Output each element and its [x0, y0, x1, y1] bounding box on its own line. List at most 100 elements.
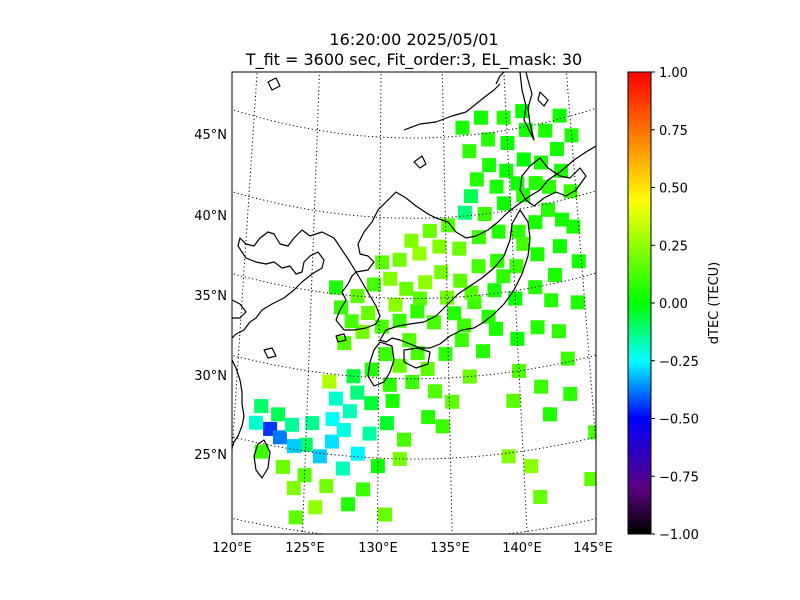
dtec-cell-83: [392, 252, 407, 267]
dtec-cell-18: [319, 479, 334, 494]
dtec-cell-122: [361, 306, 376, 320]
dtec-cell-10: [322, 374, 337, 389]
latitude-labels: 45°N 40°N 35°N 30°N 25°N: [194, 128, 227, 463]
dtec-cell-30: [501, 449, 516, 464]
dtec-cell-94: [477, 207, 492, 221]
dtec-cell-47: [438, 346, 453, 361]
dtec-cell-42: [364, 362, 379, 377]
dtec-cell-132: [335, 461, 350, 476]
dtec-cell-59: [410, 304, 425, 319]
dtec-cell-126: [402, 333, 417, 348]
dtec-cell-88: [491, 224, 506, 239]
lon-label-135: 135°E: [430, 541, 470, 556]
map-frame: [231, 71, 597, 535]
lon-label-145: 145°E: [573, 541, 613, 556]
dtec-cell-114: [515, 104, 530, 119]
dtec-cell-78: [490, 253, 505, 268]
jeju-coast: [335, 333, 347, 343]
dtec-cell-93: [463, 189, 478, 204]
dtec-cell-130: [305, 416, 320, 431]
dtec-cell-111: [455, 120, 470, 135]
dtec-cell-51: [510, 331, 525, 346]
colorbar-tick-label-3: 0.25: [659, 239, 688, 254]
mainland-coast: [232, 145, 596, 339]
colorbar-label: dTEC (TECU): [707, 262, 722, 345]
dtec-cell-90: [528, 215, 543, 230]
dtec-cell-16: [275, 459, 290, 474]
hokkaido-coast: [519, 157, 587, 207]
dtec-cell-32: [533, 490, 548, 504]
kyushu-coast: [367, 341, 395, 387]
dtec-cell-44: [392, 358, 407, 373]
island-feature-e: [537, 91, 549, 107]
dtec-cell-2: [272, 430, 287, 445]
dtec-cell-12: [364, 396, 379, 411]
dtec-cell-108: [518, 122, 533, 137]
dtec-cell-73: [399, 281, 414, 296]
dtec-cell-8: [342, 404, 357, 419]
dtec-cell-22: [356, 482, 371, 497]
dtec-cell-4: [298, 437, 313, 452]
dtec-cell-142: [541, 202, 555, 217]
dtec-cell-149: [375, 255, 390, 270]
dtec-cell-5: [312, 449, 327, 464]
island-feature-d: [495, 72, 505, 85]
taiwan-coast: [253, 439, 271, 479]
dtec-cell-41: [462, 369, 477, 384]
dtec-cell-23: [378, 507, 392, 522]
dtec-cell-113: [496, 110, 511, 125]
dtec-cell-0: [248, 415, 263, 430]
dtec-cell-43: [378, 347, 393, 362]
dtec-cell-131: [287, 439, 301, 454]
dtec-cell-146: [528, 176, 543, 191]
map-area: [232, 72, 596, 534]
dtec-cell-107: [500, 136, 515, 150]
title-timestamp: 16:20:00 2025/05/01: [329, 30, 499, 49]
dtec-cell-129: [325, 412, 340, 427]
colorbar-tick-label-8: −1.00: [659, 528, 699, 543]
dtec-cell-13: [254, 399, 269, 414]
dtec-cell-125: [457, 318, 472, 333]
dtec-cell-15: [254, 444, 269, 459]
dtec-cell-67: [571, 254, 586, 269]
dtec-cell-140: [544, 293, 559, 308]
dtec-cell-99: [469, 172, 484, 187]
colorbar-ticks: 1.00 0.75 0.50 0.25 0.00 −0.25 −0.50 −0.75 −1.00: [651, 66, 699, 543]
dtec-cell-141: [555, 212, 569, 227]
dtec-cell-127: [382, 377, 397, 392]
dtec-cell-11: [350, 385, 365, 400]
dtec-cell-134: [362, 426, 377, 441]
dtec-cell-92: [457, 205, 472, 220]
dtec-cell-48: [454, 333, 469, 348]
dtec-cell-84: [412, 246, 427, 261]
dtec-cells: [248, 104, 596, 525]
dtec-cell-66: [548, 268, 562, 282]
dtec-cell-95: [496, 196, 511, 211]
dtec-cell-86: [452, 241, 467, 256]
island-feature-a: [267, 77, 281, 91]
dtec-cell-63: [487, 283, 502, 298]
dtec-cell-117: [496, 269, 511, 284]
dtec-cell-112: [473, 110, 488, 125]
korea-coast: [335, 271, 381, 331]
parallel-25: [232, 436, 596, 460]
dtec-cell-50: [489, 321, 503, 336]
lake-feature: [413, 155, 427, 169]
dtec-cell-9: [328, 391, 343, 406]
dtec-cell-87: [471, 230, 486, 245]
dtec-cell-24: [288, 510, 303, 525]
dtec-cell-61: [447, 306, 462, 321]
lat-label-40: 40°N: [194, 209, 227, 224]
taiwan-china-coast: [232, 359, 245, 449]
dtec-cell-148: [404, 233, 419, 248]
dtec-cell-147: [422, 223, 437, 238]
dtec-cell-72: [383, 271, 398, 286]
dtec-cell-102: [516, 152, 531, 167]
dtec-cell-54: [570, 295, 585, 310]
dtec-cell-75: [434, 265, 449, 280]
dtec-cell-55: [337, 336, 352, 351]
dtec-cell-97: [542, 179, 557, 194]
dtec-cell-35: [543, 407, 557, 422]
dtec-cell-36: [563, 386, 578, 401]
dtec-cell-136: [385, 393, 400, 408]
